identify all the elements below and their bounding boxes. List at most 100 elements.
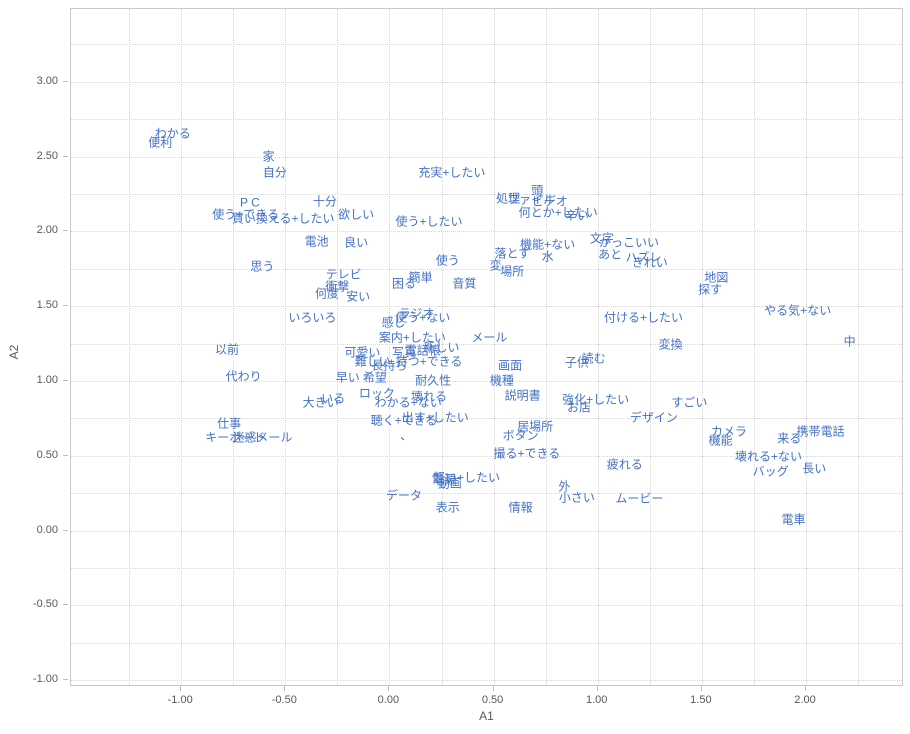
y-tick-mark xyxy=(63,230,68,232)
point-label: 聴く+できる xyxy=(370,413,438,428)
point-label: 簡単 xyxy=(408,270,433,285)
point-label: カメラ xyxy=(710,424,747,439)
point-label: 早い xyxy=(335,370,360,385)
point-label: 、 xyxy=(400,428,413,443)
x-tick-mark xyxy=(284,686,286,691)
point-label: 携帯電話 xyxy=(796,424,845,439)
point-label: 水 xyxy=(541,249,554,264)
point-label: 可愛い xyxy=(344,345,381,359)
y-tick-mark xyxy=(63,379,68,381)
point-label: 感じ xyxy=(381,315,406,330)
gridline-horizontal xyxy=(71,418,902,420)
point-label: わかる+ない xyxy=(374,395,442,410)
point-label: メール xyxy=(471,330,508,345)
y-tick-mark xyxy=(63,679,68,681)
gridline-horizontal xyxy=(71,380,902,382)
x-tick-label: 1.50 xyxy=(690,694,712,706)
point-label: 希望 xyxy=(362,370,387,385)
point-label: 居場所 xyxy=(517,419,554,434)
gridline-horizontal xyxy=(71,680,902,682)
point-label: すごい xyxy=(671,395,708,410)
point-label: やる気+ない xyxy=(764,303,832,318)
gridline-vertical xyxy=(441,9,443,685)
x-tick-mark xyxy=(805,686,806,691)
point-label: 強化+したい xyxy=(562,392,630,407)
gridline-vertical xyxy=(649,9,651,685)
point-label: 仕事 xyxy=(217,416,242,431)
point-label: 耐久性 xyxy=(415,373,452,388)
gridline-vertical xyxy=(701,9,703,685)
point-label: キーボード xyxy=(205,430,266,445)
point-label: 頭 xyxy=(531,183,544,198)
gridline-horizontal xyxy=(71,81,902,83)
point-label: 写真 xyxy=(391,345,417,359)
point-label: 出す+したい xyxy=(401,410,469,425)
x-tick-mark xyxy=(492,686,494,691)
point-label: 文字 xyxy=(589,231,614,246)
y-tick-label: 2.50 xyxy=(36,149,58,162)
point-label: 何度 xyxy=(314,286,340,301)
x-tick-label: -1.00 xyxy=(167,694,193,706)
gridline-vertical xyxy=(545,9,547,685)
plot-area: わかる 便利家自分 P C 使う+できる 買い換える+したい 十分 欲しい 電池 良い 使う+した… xyxy=(70,8,903,686)
point-label: 機種 xyxy=(489,373,514,388)
gridline-horizontal xyxy=(71,455,902,457)
point-label: あと xyxy=(598,247,623,262)
point-label: ムービー xyxy=(615,491,664,506)
point-label: 使う+できる xyxy=(212,207,280,222)
point-label: 使う+ない xyxy=(395,310,451,325)
point-label: 使う+したい xyxy=(395,214,463,229)
point-label: 撮る+できる xyxy=(493,446,561,461)
y-tick-mark xyxy=(63,305,68,307)
point-label: 動画 xyxy=(437,476,462,491)
point-label: 来る xyxy=(777,431,802,446)
point-label: データ xyxy=(385,488,423,503)
y-tick-mark xyxy=(63,80,68,82)
gridline-vertical xyxy=(337,9,339,685)
point-label: テレビ xyxy=(325,267,362,282)
point-label: 機能 xyxy=(708,433,733,448)
x-tick-mark xyxy=(388,686,390,691)
y-tick-label: 0.00 xyxy=(36,523,58,536)
gridline-vertical xyxy=(858,9,860,685)
gridline-horizontal xyxy=(71,642,902,644)
x-tick-mark xyxy=(596,686,598,691)
gridline-horizontal xyxy=(71,194,902,195)
point-label: わかる xyxy=(154,126,191,141)
gridline-horizontal xyxy=(71,343,902,345)
point-label: 変 xyxy=(489,258,502,273)
point-label: ロック xyxy=(358,386,395,401)
point-label: かっこいい xyxy=(598,235,660,250)
y-axis-title: A2 xyxy=(7,344,21,360)
gridline-horizontal xyxy=(71,44,902,46)
gridline-horizontal xyxy=(71,530,902,532)
gridline-horizontal xyxy=(71,306,902,308)
point-label: 使う xyxy=(435,253,460,268)
gridline-horizontal xyxy=(71,119,902,121)
point-label: 音質 xyxy=(452,276,477,291)
y-tick-label: 0.50 xyxy=(36,448,58,461)
point-label: きれい xyxy=(631,255,668,270)
gridline-vertical xyxy=(285,9,287,685)
x-tick-mark xyxy=(180,686,182,691)
gridline-vertical xyxy=(233,9,235,685)
point-label: 中 xyxy=(843,334,856,349)
point-label: 思う xyxy=(250,259,275,274)
point-label: 便利 xyxy=(148,135,173,150)
gridline-vertical xyxy=(389,9,391,685)
point-label: 大きい xyxy=(302,395,339,410)
point-label: 電話帳 xyxy=(404,343,441,358)
x-tick-label: 0.50 xyxy=(481,694,504,706)
gridline-vertical xyxy=(129,9,131,685)
point-label: 良い xyxy=(344,235,369,250)
point-label: 小さい xyxy=(558,490,595,505)
point-label: 落とす xyxy=(494,246,531,261)
point-label: P C xyxy=(239,195,260,210)
point-label: デザイン xyxy=(629,410,678,425)
point-label: 電車 xyxy=(781,512,806,527)
point-label: 機能+ない xyxy=(520,237,576,252)
point-label: 付ける+したい xyxy=(603,310,684,325)
gridline-vertical xyxy=(597,9,599,685)
point-label: 表示 xyxy=(435,500,460,515)
